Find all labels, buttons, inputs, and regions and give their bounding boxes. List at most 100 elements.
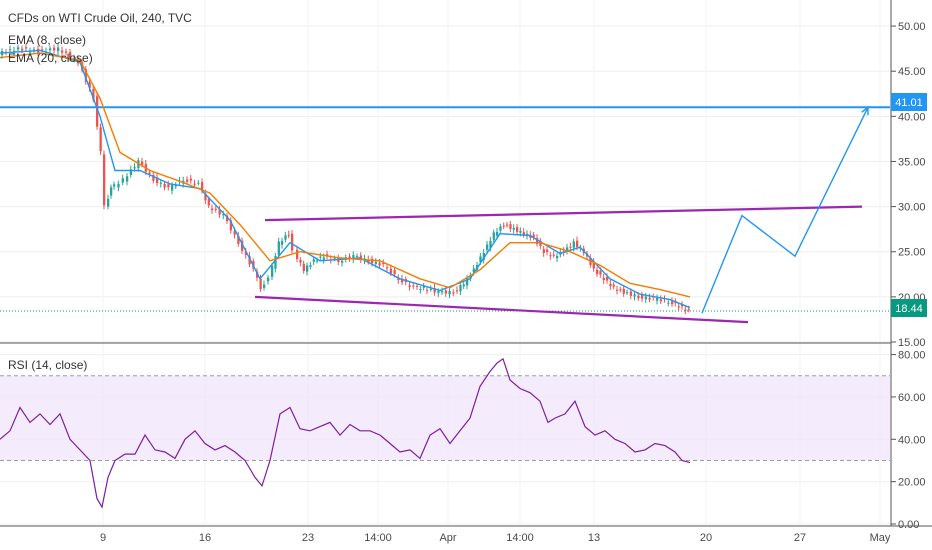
candle-body bbox=[92, 89, 95, 100]
candle-body bbox=[248, 256, 251, 265]
candle-body bbox=[566, 247, 569, 252]
upper-channel-line[interactable] bbox=[264, 205, 863, 222]
candle-body bbox=[207, 199, 210, 206]
rsi-chart-title: RSI (14, close) bbox=[8, 358, 87, 372]
candle-body bbox=[333, 258, 336, 260]
candle-body bbox=[516, 227, 519, 232]
time-tick-label: Apr bbox=[439, 532, 456, 544]
candle-body bbox=[284, 235, 287, 240]
candle-body bbox=[201, 182, 204, 191]
candle-body bbox=[17, 47, 20, 50]
candle-body bbox=[671, 301, 674, 305]
candle-body bbox=[633, 294, 636, 297]
candle-body bbox=[53, 47, 56, 51]
candle-body bbox=[482, 252, 485, 260]
candle-body bbox=[576, 240, 579, 247]
candle-body bbox=[156, 177, 159, 184]
candle-body bbox=[687, 309, 690, 311]
candle-body bbox=[211, 208, 214, 211]
candle-body bbox=[684, 309, 687, 311]
candle-body bbox=[389, 268, 393, 274]
candle-body bbox=[466, 277, 469, 286]
candle-body bbox=[499, 226, 502, 231]
time-tick-label: 14:00 bbox=[364, 532, 392, 544]
candle-body bbox=[277, 241, 280, 255]
axis-layer: 50.00 45.00 40.00 35.00 30.00 25.00 20.00 15.00… bbox=[100, 21, 926, 544]
candle-body bbox=[309, 265, 312, 267]
candle-body bbox=[667, 302, 670, 304]
candle-body bbox=[462, 284, 465, 287]
candle-body bbox=[121, 178, 124, 183]
candle-body bbox=[502, 225, 505, 227]
candle-body bbox=[592, 261, 595, 269]
price-tick-label: 50.00 bbox=[898, 21, 926, 33]
price-tick-label: 40.00 bbox=[898, 111, 926, 123]
candle-body bbox=[186, 179, 189, 182]
candle-body bbox=[659, 299, 663, 302]
candle-body bbox=[602, 277, 605, 281]
candle-body bbox=[472, 268, 475, 273]
candle-body bbox=[57, 47, 60, 52]
candle-body bbox=[316, 260, 319, 262]
candle-body bbox=[552, 254, 555, 256]
candle-body bbox=[422, 286, 425, 288]
candle-body bbox=[193, 183, 196, 185]
candle-body bbox=[241, 240, 244, 251]
candle-body bbox=[536, 238, 539, 244]
price-tick-label: 25.00 bbox=[898, 247, 926, 259]
candle-body bbox=[9, 49, 12, 51]
candle-body bbox=[189, 178, 193, 181]
candle-body bbox=[546, 249, 549, 252]
horizontal-level-price-badge bbox=[891, 93, 927, 111]
candle-body bbox=[84, 69, 88, 82]
candle-body bbox=[401, 278, 404, 283]
ema-20-line bbox=[0, 52, 691, 298]
candle-body bbox=[110, 187, 113, 196]
candle-body bbox=[133, 167, 136, 169]
projection-path[interactable] bbox=[701, 106, 869, 314]
candle-body bbox=[419, 289, 422, 291]
ema-20-legend: EMA (20, close) bbox=[8, 51, 93, 65]
candle-body bbox=[616, 289, 619, 291]
candle-body bbox=[96, 96, 99, 127]
rsi-tick-label: 20.00 bbox=[898, 477, 926, 489]
candle-body bbox=[259, 278, 262, 290]
ema-8-legend: EMA (8, close) bbox=[8, 33, 86, 47]
time-tick-label: May bbox=[870, 532, 891, 544]
candle-body bbox=[522, 232, 525, 235]
candle-body bbox=[489, 240, 492, 248]
candle-body bbox=[117, 183, 120, 188]
price-tick-label: 15.00 bbox=[898, 337, 926, 349]
candle-body bbox=[393, 270, 396, 275]
candle-body bbox=[386, 267, 389, 269]
candle-body bbox=[619, 289, 622, 291]
price-tick-label: 45.00 bbox=[898, 66, 926, 78]
candle-body bbox=[637, 295, 640, 299]
candle-body bbox=[509, 224, 512, 229]
candle-body bbox=[41, 49, 44, 51]
candle-body bbox=[65, 51, 68, 53]
candle-body bbox=[103, 154, 106, 206]
candle-body bbox=[512, 227, 515, 230]
candle-body bbox=[299, 259, 302, 263]
candle-body bbox=[356, 256, 359, 258]
candle-body bbox=[572, 241, 575, 248]
candles-group bbox=[1, 43, 690, 315]
candle-body bbox=[61, 50, 64, 53]
lower-channel-line[interactable] bbox=[254, 295, 749, 324]
candle-body bbox=[296, 249, 299, 260]
time-tick-label: 13 bbox=[588, 532, 600, 544]
candle-body bbox=[626, 292, 629, 294]
candle-body bbox=[129, 169, 133, 175]
candle-body bbox=[306, 265, 309, 272]
candle-body bbox=[492, 232, 495, 240]
candle-body bbox=[556, 256, 559, 259]
candle-body bbox=[448, 291, 451, 295]
candle-body bbox=[287, 234, 290, 236]
candle-body bbox=[629, 291, 633, 296]
candle-body bbox=[174, 185, 178, 187]
price-chart-title: CFDs on WTI Crude Oil, 240, TVC bbox=[8, 11, 192, 25]
candle-body bbox=[167, 184, 170, 188]
